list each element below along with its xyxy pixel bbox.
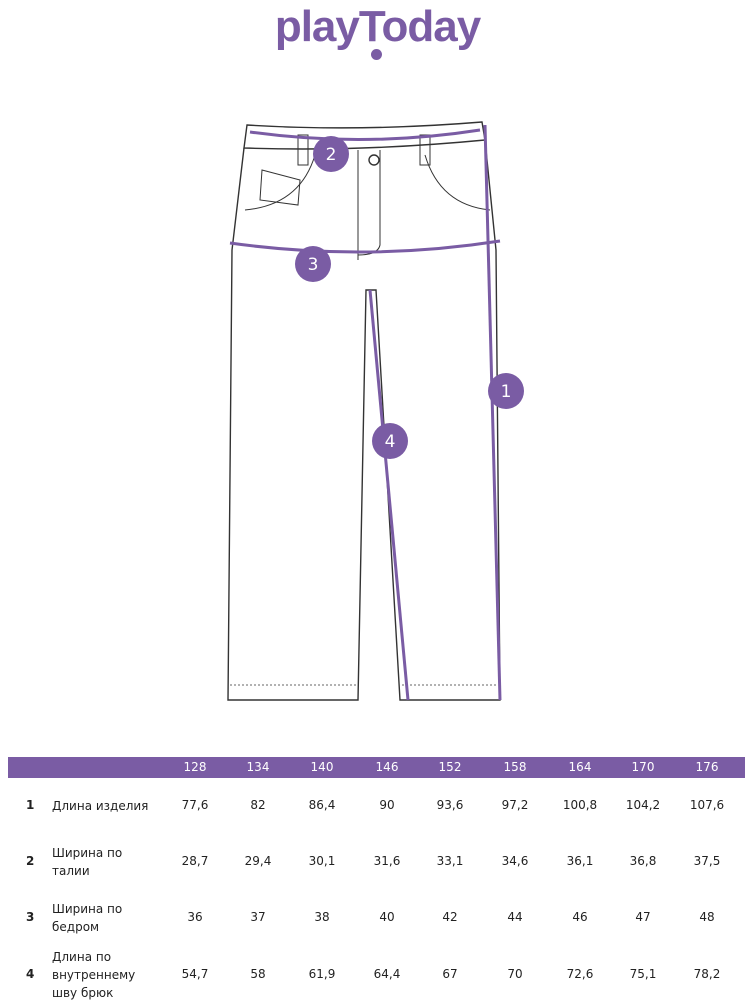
measurement-lines [229,124,502,701]
table-cell: 67 [442,967,458,981]
size-header-row: 128 134 140 146 152 158 164 170 176 [8,757,745,778]
marker-3 [295,246,331,282]
size-header-158: 158 [503,760,527,774]
row-label: Ширина по талии [52,846,123,878]
table-cell: 47 [635,910,651,924]
brand-logo: playToday [274,2,481,51]
row-number: 2 [26,854,35,868]
table-cell: 34,6 [501,854,529,868]
table-cell: 48 [699,910,715,924]
table-cell: 75,1 [629,967,657,981]
table-cell: 36,8 [629,854,657,868]
table-cell: 37 [250,910,266,924]
marker-4 [372,423,408,459]
marker-4-label: 4 [385,432,396,452]
logo-dot [371,49,382,60]
table-cell: 107,6 [689,798,725,812]
table-cell: 33,1 [436,854,464,868]
table-cell: 61,9 [308,967,336,981]
size-header-140: 140 [310,760,334,774]
row-label: Длина по внутреннему шву брюк [52,950,136,1000]
marker-2-label: 2 [326,145,337,165]
size-header-164: 164 [568,760,592,774]
size-header-134: 134 [246,760,270,774]
size-header-128: 128 [183,760,207,774]
pants-outline [227,121,501,701]
table-cell: 36 [187,910,203,924]
pants-measurement-diagram: 2 3 1 4 [227,121,524,701]
table-cell: 64,4 [373,967,401,981]
table-cell: 86,4 [308,798,336,812]
row-number: 4 [26,967,35,981]
table-cell: 100,8 [562,798,598,812]
size-header-146: 146 [375,760,399,774]
table-cell: 28,7 [181,854,209,868]
table-cell: 38 [314,910,330,924]
table-cell: 93,6 [436,798,464,812]
row-label: Длина изделия [52,799,149,813]
table-cell: 46 [572,910,588,924]
marker-3-label: 3 [308,255,319,275]
table-cell: 58 [250,967,266,981]
size-header-170: 170 [631,760,655,774]
table-cell: 90 [379,798,395,812]
table-cell: 37,5 [693,854,721,868]
table-cell: 44 [507,910,523,924]
size-header-152: 152 [438,760,462,774]
row-number: 3 [26,910,35,924]
table-cell: 72,6 [566,967,594,981]
table-cell: 70 [507,967,523,981]
table-cell: 77,6 [181,798,209,812]
table-cell: 36,1 [566,854,594,868]
row-number: 1 [26,798,35,812]
marker-1-label: 1 [501,382,512,402]
marker-1 [488,373,524,409]
table-cell: 97,2 [501,798,529,812]
table-cell: 40 [379,910,395,924]
row-label: Ширина по бедром [52,902,123,934]
table-cell: 54,7 [181,967,209,981]
table-cell: 30,1 [308,854,336,868]
size-header-176: 176 [695,760,719,774]
table-cell: 78,2 [693,967,721,981]
table-cell: 104,2 [625,798,661,812]
table-cell: 42 [442,910,458,924]
table-cell: 29,4 [244,854,272,868]
table-cell: 82 [250,798,266,812]
table-cell: 31,6 [373,854,401,868]
measurement-markers [295,136,524,459]
marker-2 [313,136,349,172]
